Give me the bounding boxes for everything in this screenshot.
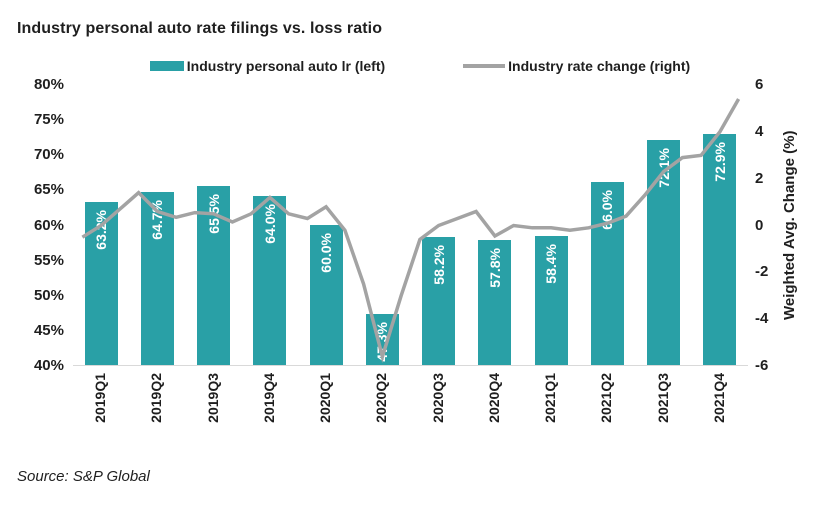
right-axis-tick: 4 [755, 122, 764, 140]
x-axis-label-2021Q3: 2021Q3 [654, 373, 671, 423]
x-axis-label-2020Q2: 2020Q2 [373, 373, 390, 423]
right-axis-tick: -2 [755, 263, 769, 281]
bar-2019Q3: 65.5% [197, 185, 231, 365]
rate-change-line [81, 98, 741, 364]
bar-2019Q2: 64.7% [140, 191, 174, 365]
x-axis-label-2019Q2: 2019Q2 [148, 373, 165, 423]
x-axis-label-2019Q1: 2019Q1 [92, 373, 109, 423]
plot-area: 63.2% 64.7% 65.5% 64.0% 60.0% 47.3% 58.2% 57.8%… [73, 85, 748, 366]
source-note: Source: S&P Global [17, 468, 150, 485]
legend-item-loss-ratio: Industry personal auto lr (left) [149, 58, 386, 74]
left-axis-tick: 40% [33, 357, 64, 374]
bar-2021Q3: 72.1% [647, 139, 681, 365]
bar-2020Q1: 60.0% [309, 224, 343, 365]
line-swatch-icon [463, 64, 506, 68]
bar-2020Q4: 57.8% [478, 240, 512, 365]
left-axis-tick: 50% [33, 286, 64, 304]
right-axis-tick: 2 [755, 169, 764, 187]
chart-title: Industry personal auto rate filings vs. … [17, 20, 383, 37]
bar-2020Q3: 58.2% [422, 237, 456, 365]
legend-label: Industry personal auto lr (left) [186, 58, 386, 74]
x-axis-label-2020Q3: 2020Q3 [429, 373, 446, 423]
right-axis-title: Weighted Avg. Change (%) [781, 130, 798, 321]
right-axis-tick: -6 [755, 357, 769, 374]
bar-2019Q1: 63.2% [84, 202, 118, 365]
left-axis-tick: 55% [33, 251, 64, 269]
left-axis-tick: 80% [33, 76, 64, 93]
legend-label: Industry rate change (right) [508, 58, 691, 74]
legend-item-rate-change: Industry rate change (right) [463, 58, 690, 74]
bar-2019Q4: 64.0% [253, 196, 287, 365]
right-axis-tick: 0 [755, 216, 764, 234]
x-axis-label-2019Q4: 2019Q4 [260, 373, 277, 423]
left-axis-tick: 45% [33, 321, 64, 339]
right-axis-tick: 6 [755, 76, 764, 93]
bar-2021Q1: 58.4% [534, 235, 568, 365]
left-axis-tick: 60% [33, 216, 64, 234]
x-axis-label-2020Q1: 2020Q1 [317, 373, 334, 423]
left-axis-tick: 75% [33, 111, 64, 129]
left-axis-tick: 70% [33, 146, 64, 164]
x-axis-label-2019Q3: 2019Q3 [204, 373, 221, 423]
bar-2021Q4: 72.9% [703, 133, 737, 365]
rate-change-polyline [81, 98, 741, 364]
x-axis-label-2021Q1: 2021Q1 [542, 373, 559, 423]
legend: Industry personal auto lr (left) Industr… [0, 58, 840, 74]
bar-swatch-icon [149, 61, 184, 71]
bar-2021Q2: 66.0% [590, 182, 624, 365]
x-axis-label-2021Q2: 2021Q2 [598, 373, 615, 423]
x-axis-label-2021Q4: 2021Q4 [710, 373, 727, 423]
left-axis-tick: 65% [33, 181, 64, 199]
right-axis-tick: -4 [755, 310, 769, 328]
x-axis-label-2020Q4: 2020Q4 [485, 373, 502, 423]
